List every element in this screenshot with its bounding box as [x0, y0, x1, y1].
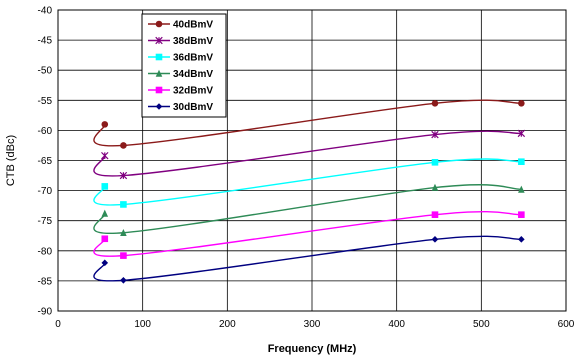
y-tick-label: -85 [38, 276, 53, 287]
legend-item: 32dBmV [148, 86, 213, 97]
marker-point [518, 158, 525, 166]
plot-area [57, 9, 567, 312]
y-axis-title: CTB (dBc) [5, 135, 17, 186]
y-axis: -40 -45 -50 -55 -60 -65 -70 -75 -80 -85 -90 [38, 6, 53, 318]
series-line [93, 99, 522, 147]
marker-point [518, 236, 525, 243]
x-axis-title: Frequency (MHz) [268, 343, 357, 355]
y-tick-label: -80 [38, 246, 53, 257]
marker-point [101, 235, 109, 243]
marker-point [431, 211, 439, 218]
series-30dBmV [93, 235, 525, 284]
y-tick-label: -70 [38, 186, 53, 197]
marker-point [120, 228, 127, 237]
legend-item: 34dBmV [148, 69, 213, 80]
y-tick-label: -65 [38, 156, 53, 167]
marker-point [431, 100, 439, 107]
series-line [93, 210, 522, 257]
marker-point [517, 129, 526, 138]
marker-point [155, 69, 163, 77]
marker-point [101, 209, 109, 217]
x-tick-label: 600 [558, 319, 575, 330]
legend-item: 40dBmV [148, 20, 213, 31]
marker-point [518, 185, 525, 193]
x-tick-label: 200 [219, 319, 236, 330]
marker-point [155, 36, 163, 45]
x-tick-label: 100 [134, 319, 151, 330]
marker-point [431, 159, 439, 166]
marker-point [431, 130, 439, 139]
marker-point [120, 252, 127, 259]
legend-item: 38dBmV [148, 36, 213, 47]
y-tick-label: -40 [38, 6, 53, 17]
y-tick-label: -50 [38, 66, 53, 77]
marker-point [119, 171, 128, 180]
marker-point [120, 276, 127, 284]
marker-point [155, 20, 163, 28]
series-line [93, 130, 522, 177]
legend-label: 38dBmV [173, 36, 213, 47]
series-32dBmV [93, 210, 525, 259]
series-34dBmV [93, 183, 525, 237]
legend-item: 30dBmV [148, 102, 213, 113]
legend-label: 32dBmV [173, 86, 213, 97]
marker-point [155, 86, 163, 94]
marker-point [431, 236, 439, 243]
marker-point [101, 183, 109, 190]
marker-point [518, 100, 525, 107]
legend-label: 34dBmV [173, 69, 213, 80]
marker-point [518, 211, 525, 218]
legend-label: 30dBmV [173, 102, 213, 113]
marker-point [101, 151, 109, 160]
y-tick-label: -75 [38, 216, 53, 227]
series-line [93, 184, 522, 235]
legend-label: 40dBmV [173, 20, 213, 31]
legend-box [141, 13, 227, 118]
marker-point [155, 53, 163, 61]
legend: 40dBmV 38dBmV 36dBmV 34dBmV 32dBmV 30dBmV [141, 13, 227, 118]
series-line [93, 235, 522, 282]
series-40dBmV [93, 99, 525, 149]
marker-point [120, 142, 127, 149]
y-tick-label: -55 [38, 96, 53, 107]
x-tick-label: 400 [388, 319, 405, 330]
y-tick-label: -90 [38, 307, 53, 318]
marker-point [101, 121, 109, 128]
marker-point [155, 103, 163, 110]
series-group [93, 99, 526, 284]
y-tick-label: -45 [38, 36, 53, 47]
marker-point [101, 259, 109, 267]
series-line [93, 158, 522, 206]
legend-label: 36dBmV [173, 53, 213, 64]
series-36dBmV [93, 158, 525, 208]
series-38dBmV [93, 129, 526, 180]
legend-item: 36dBmV [148, 53, 213, 64]
x-tick-label: 0 [55, 319, 61, 330]
y-tick-label: -60 [38, 126, 53, 137]
x-axis: 0 100 200 300 400 500 600 [55, 319, 575, 330]
x-tick-label: 300 [304, 319, 321, 330]
x-tick-label: 500 [473, 319, 490, 330]
marker-point [431, 183, 439, 191]
marker-point [120, 201, 127, 208]
